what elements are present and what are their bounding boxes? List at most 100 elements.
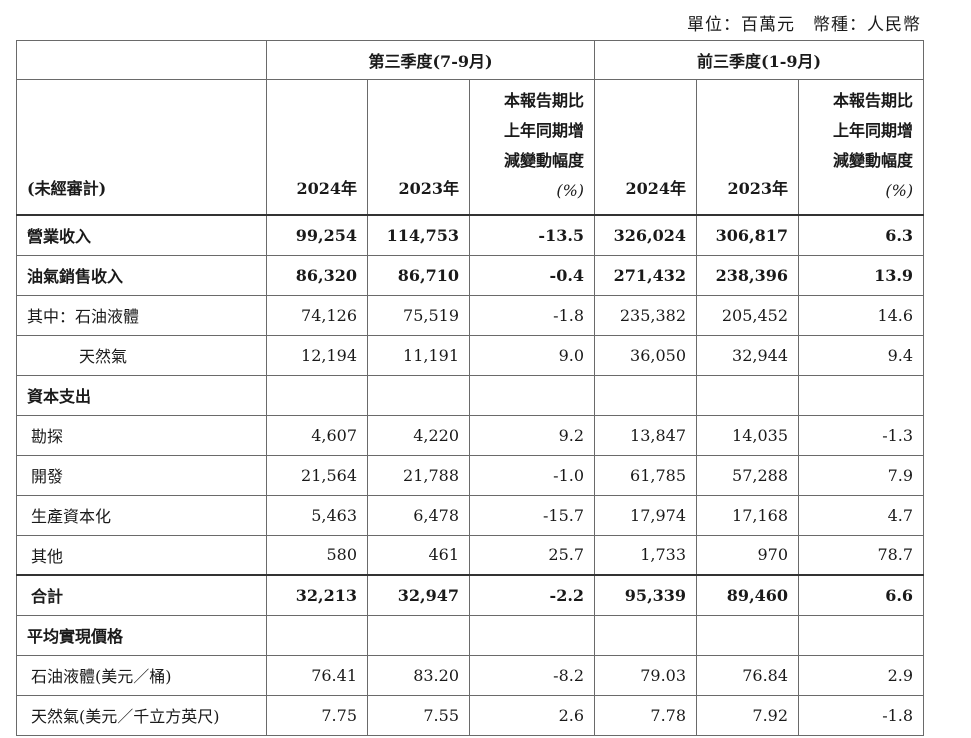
cell-ytd-2023: 17,168 [696, 494, 800, 536]
table-row: 平均實現價格 [16, 614, 925, 656]
cell-q3-change: 9.0 [468, 334, 596, 376]
change-line2: 上年同期增 [504, 121, 585, 140]
cell-q3-2024: 86,320 [266, 254, 368, 296]
cell-ytd-change [798, 374, 925, 416]
row-label: 營業收入 [16, 214, 267, 256]
row-label: 其中：石油液體 [16, 294, 267, 336]
group-q3: 第三季度(7-9月) [265, 40, 596, 80]
change-line3: 減變動幅度 [833, 151, 914, 170]
table-row: 合計 32,213 32,947 -2.2 95,339 89,460 6.6 [16, 574, 925, 616]
row-label: 石油液體(美元／桶) [16, 654, 267, 696]
table-row: 生產資本化 5,463 6,478 -15.7 17,974 17,168 4.7 [16, 494, 925, 536]
cell-q3-2023 [367, 614, 470, 656]
cell-ytd-2024: 235,382 [594, 294, 698, 336]
col-q3-2023: 2023年 [367, 79, 470, 216]
table-row: 其中：石油液體 74,126 75,519 -1.8 235,382 205,452 14.… [16, 294, 925, 336]
row-label: 勘探 [16, 414, 267, 456]
cell-q3-change: -8.2 [468, 654, 596, 696]
cell-ytd-2023: 57,288 [696, 454, 800, 496]
cell-q3-change: -15.7 [468, 494, 596, 536]
cell-ytd-change: 2.9 [798, 654, 925, 696]
cell-ytd-change: 78.7 [798, 534, 925, 576]
cell-ytd-change: 6.6 [798, 574, 925, 616]
cell-q3-2024: 4,607 [266, 414, 368, 456]
cell-q3-2024: 32,213 [266, 574, 368, 616]
cell-ytd-2023: 7.92 [696, 694, 800, 736]
cell-q3-2023: 83.20 [367, 654, 470, 696]
table-row: 其他 580 461 25.7 1,733 970 78.7 [16, 534, 925, 576]
change-unit: (%) [885, 181, 914, 200]
cell-ytd-2023: 970 [696, 534, 800, 576]
cell-q3-2023 [367, 374, 470, 416]
col-q3-2024: 2024年 [266, 79, 368, 216]
cell-q3-change: -0.4 [468, 254, 596, 296]
cell-ytd-2024 [594, 614, 698, 656]
cell-ytd-change [798, 614, 925, 656]
cell-q3-change: -13.5 [468, 214, 596, 256]
cell-q3-2024: 21,564 [266, 454, 368, 496]
table-row: 天然氣(美元／千立方英尺) 7.75 7.55 2.6 7.78 7.92 -1.8 [16, 694, 925, 736]
cell-q3-change: 9.2 [468, 414, 596, 456]
table-row: 油氣銷售收入 86,320 86,710 -0.4 271,432 238,396 13.9 [16, 254, 925, 296]
cell-ytd-2024: 36,050 [594, 334, 698, 376]
cell-ytd-2024: 271,432 [594, 254, 698, 296]
table-row: 天然氣 12,194 11,191 9.0 36,050 32,944 9.4 [16, 334, 925, 376]
cell-q3-2023: 32,947 [367, 574, 470, 616]
table-row: 資本支出 [16, 374, 925, 416]
change-line3: 減變動幅度 [504, 151, 585, 170]
cell-q3-2023: 75,519 [367, 294, 470, 336]
cell-ytd-2023: 76.84 [696, 654, 800, 696]
cell-q3-2024: 12,194 [266, 334, 368, 376]
cell-q3-2024: 580 [266, 534, 368, 576]
cell-q3-2023: 114,753 [367, 214, 470, 256]
cell-q3-2023: 461 [367, 534, 470, 576]
cell-ytd-change: 13.9 [798, 254, 925, 296]
col-ytd-change: 本報告期比 上年同期增 減變動幅度 (%) [798, 79, 925, 216]
cell-ytd-2023 [696, 614, 800, 656]
cell-q3-2023: 7.55 [367, 694, 470, 736]
cell-ytd-change: -1.8 [798, 694, 925, 736]
cell-q3-2024: 7.75 [266, 694, 368, 736]
cell-q3-change [468, 614, 596, 656]
cell-ytd-change: 9.4 [798, 334, 925, 376]
cell-ytd-change: 7.9 [798, 454, 925, 496]
cell-ytd-change: -1.3 [798, 414, 925, 456]
change-unit: (%) [556, 181, 585, 200]
cell-q3-2023: 6,478 [367, 494, 470, 536]
cell-q3-change [468, 374, 596, 416]
cell-q3-2024: 99,254 [266, 214, 368, 256]
cell-ytd-2024: 61,785 [594, 454, 698, 496]
cell-q3-change: -1.8 [468, 294, 596, 336]
table-row: 勘探 4,607 4,220 9.2 13,847 14,035 -1.3 [16, 414, 925, 456]
change-line1: 本報告期比 [833, 91, 914, 110]
cell-q3-change: -2.2 [468, 574, 596, 616]
row-label: 天然氣 [16, 334, 267, 376]
col-ytd-2024: 2024年 [594, 79, 698, 216]
cell-q3-change: 25.7 [468, 534, 596, 576]
cell-ytd-2024: 326,024 [594, 214, 698, 256]
cell-ytd-2024: 95,339 [594, 574, 698, 616]
unit-note: 單位：百萬元 幣種：人民幣 [687, 15, 921, 35]
cell-ytd-2024: 1,733 [594, 534, 698, 576]
cell-q3-2024: 74,126 [266, 294, 368, 336]
unaudited-label: (未經審計) [16, 79, 267, 216]
cell-ytd-2024: 7.78 [594, 694, 698, 736]
cell-q3-2023: 11,191 [367, 334, 470, 376]
group-ytd: 前三季度(1-9月) [594, 40, 925, 80]
cell-ytd-2023: 89,460 [696, 574, 800, 616]
table-row: 營業收入 99,254 114,753 -13.5 326,024 306,817 6.3 [16, 214, 925, 256]
cell-ytd-change: 6.3 [798, 214, 925, 256]
cell-ytd-2023: 238,396 [696, 254, 800, 296]
header-blank [16, 40, 267, 80]
cell-q3-2024 [266, 374, 368, 416]
cell-ytd-2023: 32,944 [696, 334, 800, 376]
col-ytd-2023: 2023年 [696, 79, 800, 216]
row-label: 開發 [16, 454, 267, 496]
cell-q3-2023: 21,788 [367, 454, 470, 496]
cell-ytd-change: 14.6 [798, 294, 925, 336]
col-q3-change: 本報告期比 上年同期增 減變動幅度 (%) [468, 79, 596, 216]
change-line2: 上年同期增 [833, 121, 914, 140]
cell-ytd-2024: 17,974 [594, 494, 698, 536]
row-label: 其他 [16, 534, 267, 576]
cell-q3-2024: 76.41 [266, 654, 368, 696]
